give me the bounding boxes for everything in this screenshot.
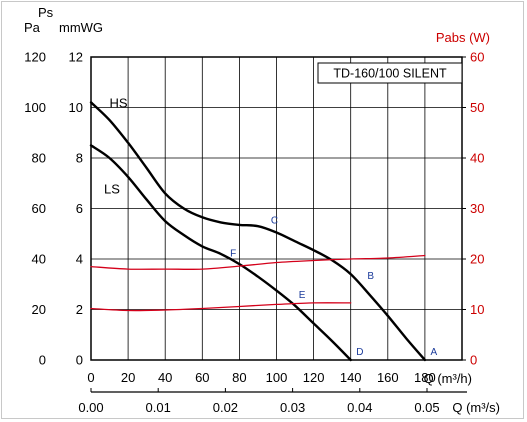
hs-curve	[89, 101, 427, 362]
pa-axis-label: Pa	[24, 20, 41, 35]
chart-grid	[91, 57, 462, 360]
model-label: TD-160/100 SILENT	[333, 67, 447, 81]
q-m3s-tick-label: 0.05	[414, 400, 439, 415]
pabs-tick-label: 30	[470, 201, 484, 216]
pa-tick-label: 20	[32, 302, 46, 317]
pabs-tick-label: 60	[470, 50, 484, 65]
hs-power-curve	[90, 254, 426, 270]
q-m3h-tick-label: 20	[121, 370, 135, 385]
pabs-axis-label: Pabs (W)	[436, 30, 490, 45]
ls-curve-label: LS	[104, 181, 120, 196]
mmwg-tick-label: 12	[69, 50, 83, 65]
point-label-e: E	[299, 290, 306, 301]
mmwg-tick-label: 4	[76, 252, 83, 267]
q-m3h-tick-label: 120	[303, 370, 325, 385]
mmwg-tick-label: 0	[76, 353, 83, 368]
point-label-a: A	[430, 347, 437, 358]
ls-curve	[89, 144, 352, 362]
q-m3h-tick-label: 160	[377, 370, 399, 385]
q-m3h-tick-label: 60	[195, 370, 209, 385]
ps-axis-label: Ps	[38, 5, 54, 20]
hs-curve-label: HS	[110, 96, 128, 111]
q-m3h-tick-label: 0	[87, 370, 94, 385]
pa-tick-label: 60	[32, 201, 46, 216]
q-m3s-tick-label: 0.02	[213, 400, 238, 415]
q-m3s-tick-label: 0.04	[347, 400, 372, 415]
q-m3s-tick-label: 0.00	[78, 400, 103, 415]
pabs-tick-label: 40	[470, 151, 484, 166]
pabs-tick-label: 20	[470, 252, 484, 267]
pa-tick-label: 80	[32, 151, 46, 166]
pa-tick-label: 100	[24, 100, 46, 115]
q-m3s-tick-label: 0.03	[280, 400, 305, 415]
pa-tick-label: 120	[24, 50, 46, 65]
mmwg-tick-label: 6	[76, 201, 83, 216]
pa-tick-label: 40	[32, 252, 46, 267]
mmwg-tick-label: 10	[69, 100, 83, 115]
bottom-x-axis-label: Q (m³/s)	[452, 400, 500, 415]
q-m3h-tick-label: 40	[158, 370, 172, 385]
q-m3s-tick-label: 0.01	[146, 400, 171, 415]
q-m3h-tick-label: 140	[340, 370, 362, 385]
mmwg-tick-label: 2	[76, 302, 83, 317]
q-m3h-tick-label: 80	[232, 370, 246, 385]
pabs-tick-label: 50	[470, 100, 484, 115]
top-x-axis-label: Q (m³/h)	[424, 371, 472, 386]
pabs-tick-label: 0	[470, 353, 477, 368]
pa-tick-label: 0	[39, 353, 46, 368]
q-m3h-tick-label: 100	[266, 370, 288, 385]
point-label-d: D	[356, 347, 363, 358]
q-m3h-tick-label: 180	[414, 370, 436, 385]
point-label-b: B	[367, 271, 374, 282]
mmwg-tick-label: 8	[76, 151, 83, 166]
mmwg-axis-label: mmWG	[59, 20, 103, 35]
ls-power-curve	[90, 302, 352, 312]
point-label-f: F	[230, 248, 236, 259]
point-label-c: C	[271, 216, 278, 227]
model-label-box	[317, 62, 463, 84]
pabs-tick-label: 10	[470, 302, 484, 317]
